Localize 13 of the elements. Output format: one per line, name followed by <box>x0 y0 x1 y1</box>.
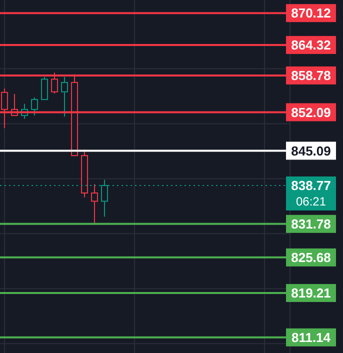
ref-line-label: 819.21 <box>291 286 331 301</box>
ref-line-label: 864.32 <box>291 38 331 53</box>
ref-line-label: 845.09 <box>291 143 331 158</box>
ref-line-label: 831.78 <box>291 216 331 232</box>
candlestick <box>91 184 98 224</box>
ref-line-label: 852.09 <box>291 104 331 120</box>
ref-line-label: 811.14 <box>291 330 332 345</box>
ref-line-label: 838.77 <box>291 178 331 194</box>
text: 06:21 <box>296 194 326 209</box>
candlestick <box>61 76 68 118</box>
ref-line-label: 825.68 <box>291 250 331 265</box>
ref-line-label: 870.12 <box>291 6 331 21</box>
ref-line-label: 858.78 <box>291 68 331 83</box>
